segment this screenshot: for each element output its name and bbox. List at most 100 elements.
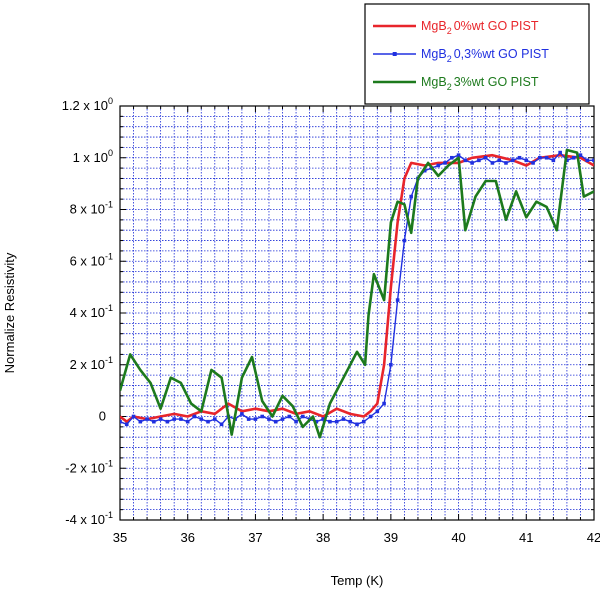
data-point xyxy=(273,419,278,424)
data-point xyxy=(504,161,508,165)
x-tick-label: 39 xyxy=(384,530,398,545)
y-tick-label: -4 x 10-1 xyxy=(65,510,113,527)
data-point xyxy=(131,414,136,419)
data-point xyxy=(558,150,562,155)
data-point xyxy=(538,155,542,160)
data-point xyxy=(355,422,359,427)
legend-label: MgB2 3%wt GO PIST xyxy=(421,75,539,92)
data-point xyxy=(361,419,366,424)
legend-label: MgB2 0%wt GO PIST xyxy=(421,19,539,36)
y-tick-label: -2 x 10-1 xyxy=(65,458,113,475)
x-tick-label: 40 xyxy=(451,530,465,545)
data-point xyxy=(145,417,149,421)
data-point xyxy=(334,419,339,424)
y-tick-label: 1 x 100 xyxy=(73,148,113,165)
x-axis-label: Temp (K) xyxy=(331,573,384,588)
data-point xyxy=(450,155,454,160)
data-point xyxy=(463,158,468,163)
x-tick-label: 35 xyxy=(113,530,127,545)
data-point xyxy=(470,161,474,165)
data-point xyxy=(206,419,210,424)
data-point xyxy=(280,417,285,421)
data-point xyxy=(483,155,488,160)
series-3 xyxy=(120,148,594,439)
y-axis-label: Normalize Resistivity xyxy=(2,252,17,373)
data-point xyxy=(152,419,156,424)
data-point xyxy=(294,419,298,424)
x-tick-label: 42 xyxy=(587,530,600,545)
x-tick-label: 37 xyxy=(248,530,262,545)
data-point xyxy=(165,419,170,424)
data-point xyxy=(565,158,569,163)
data-point xyxy=(185,419,190,424)
data-point xyxy=(517,155,522,160)
legend: MgB2 0%wt GO PIST MgB2 0,3%wt GO PIST MgB2 3%… xyxy=(364,3,590,105)
data-point xyxy=(253,417,258,421)
data-point xyxy=(443,161,447,165)
data-point xyxy=(389,362,393,367)
y-tick-labels: 1.2 x 100 1 x 100 8 x 10-1 6 x 10-1 4 x 10-1… xyxy=(62,96,113,527)
y-tick-label: 6 x 10-1 xyxy=(70,251,113,268)
data-point xyxy=(213,417,217,421)
data-point xyxy=(328,419,332,424)
data-point xyxy=(287,414,292,419)
data-point xyxy=(341,417,346,421)
data-point xyxy=(382,401,386,406)
x-tick-label: 38 xyxy=(316,530,330,545)
data-point xyxy=(192,414,197,419)
data-point xyxy=(314,419,319,424)
data-point xyxy=(120,419,122,424)
data-point xyxy=(544,155,549,160)
data-point xyxy=(199,417,204,421)
data-point xyxy=(477,158,481,163)
data-point xyxy=(531,161,535,165)
data-point xyxy=(260,414,264,419)
x-tick-label: 41 xyxy=(519,530,533,545)
data-point xyxy=(267,417,271,421)
legend-marker xyxy=(392,52,397,56)
data-point xyxy=(219,422,224,427)
data-point xyxy=(240,412,244,416)
x-tick-labels: 35 36 37 38 39 40 41 42 xyxy=(113,530,600,545)
y-tick-label: 0 xyxy=(99,409,106,424)
data-point xyxy=(524,158,529,163)
data-point xyxy=(402,238,407,243)
y-tick-label: 4 x 10-1 xyxy=(70,303,113,320)
y-tick-label: 8 x 10-1 xyxy=(70,200,113,217)
x-tick-label: 36 xyxy=(180,530,194,545)
series-1 xyxy=(120,153,594,423)
data-point xyxy=(571,155,576,160)
series-2 xyxy=(120,150,594,427)
data-point xyxy=(422,168,427,173)
axis-ticks xyxy=(119,105,595,521)
data-point xyxy=(592,158,594,163)
data-point xyxy=(497,158,501,163)
series-layer xyxy=(120,148,594,439)
data-point xyxy=(124,422,129,427)
data-point xyxy=(246,417,251,421)
data-point xyxy=(456,153,461,157)
y-tick-label: 1.2 x 100 xyxy=(62,96,113,113)
data-point xyxy=(551,158,556,163)
data-point xyxy=(375,409,380,414)
series-line xyxy=(120,148,594,439)
data-point xyxy=(490,161,495,165)
y-tick-label: 2 x 10-1 xyxy=(70,355,113,372)
data-point xyxy=(368,414,373,419)
series-line xyxy=(120,151,594,425)
data-point xyxy=(436,163,441,168)
data-point xyxy=(578,153,583,157)
data-point xyxy=(179,417,183,421)
data-point xyxy=(348,419,353,424)
series-line xyxy=(120,153,594,423)
data-point xyxy=(395,298,400,302)
data-point xyxy=(585,158,590,163)
grid-lines xyxy=(119,105,595,521)
legend-label: MgB2 0,3%wt GO PIST xyxy=(421,47,549,64)
data-point xyxy=(301,414,305,419)
data-point xyxy=(321,417,325,421)
data-point xyxy=(409,194,413,199)
data-point xyxy=(510,158,515,163)
data-point xyxy=(138,419,143,424)
